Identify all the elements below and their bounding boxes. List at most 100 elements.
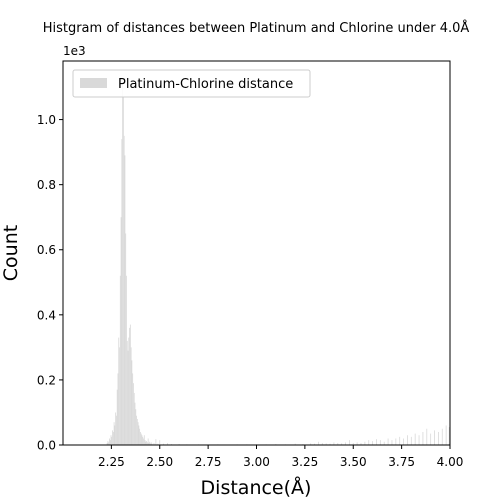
histogram-bar — [137, 422, 139, 445]
histogram-bar — [141, 435, 143, 445]
histogram-bar — [136, 415, 137, 445]
y-axis-label: Count — [0, 225, 22, 281]
x-tick-label: 2.75 — [195, 455, 222, 469]
histogram-bar — [119, 275, 121, 445]
histogram-bar — [119, 347, 120, 445]
x-tick-label: 2.25 — [98, 455, 125, 469]
histogram-bar — [403, 438, 404, 445]
histogram-bar — [422, 431, 424, 445]
histogram-bar — [117, 373, 119, 445]
histogram-bar — [143, 435, 145, 445]
histogram-bar — [122, 96, 124, 446]
histogram-bar — [129, 327, 130, 445]
histogram-bar — [128, 337, 130, 445]
histogram-bar — [144, 440, 146, 445]
histogram-bar — [426, 428, 428, 445]
histogram-bar — [125, 233, 127, 445]
histogram-bar — [155, 439, 157, 445]
histogram-bar — [112, 430, 113, 445]
histogram-bar — [121, 139, 123, 445]
histogram-bar — [107, 441, 109, 445]
x-axis-label: Distance(Å) — [201, 476, 312, 499]
histogram-bar — [399, 436, 401, 445]
histogram-bar — [135, 409, 137, 445]
x-tick-label: 3.75 — [388, 455, 415, 469]
histogram-bar — [167, 443, 168, 445]
histogram-bar — [118, 337, 120, 445]
y-offset-label: 1e3 — [63, 44, 86, 58]
histogram-bar — [163, 443, 165, 445]
histogram-bar — [333, 442, 335, 445]
histogram-bar — [376, 439, 377, 445]
histogram-bar — [148, 443, 150, 445]
histogram-bar — [321, 443, 323, 445]
histogram-bar — [132, 373, 134, 445]
legend-label: Platinum-Chlorine distance — [118, 77, 293, 92]
histogram-bar — [325, 443, 327, 445]
histogram-bar — [133, 383, 134, 445]
histogram-bar — [138, 425, 140, 445]
histogram-bar — [124, 155, 126, 445]
histogram-bar — [126, 275, 127, 445]
histogram-bar — [387, 438, 389, 445]
histogram-bar — [410, 436, 412, 445]
histogram-bar — [129, 324, 131, 445]
histogram-bar — [150, 443, 151, 445]
histogram-bar — [352, 443, 354, 445]
histogram-bar — [146, 441, 148, 445]
histogram-bar — [294, 443, 296, 445]
y-tick-label: 0.8 — [37, 178, 56, 192]
histogram-bar — [116, 415, 117, 445]
histogram-bar — [360, 443, 362, 445]
histogram-bar — [126, 340, 128, 445]
histogram-bar — [108, 442, 110, 445]
y-tick-label: 1.0 — [37, 113, 56, 127]
histogram-bar — [146, 442, 148, 445]
histogram-bar — [441, 428, 443, 445]
histogram-bar — [114, 425, 116, 445]
histogram-bar — [391, 440, 393, 445]
y-axis-ticks: 0.0 0.2 0.4 0.6 0.8 1.0 — [37, 113, 63, 453]
histogram-bar — [383, 441, 385, 445]
legend-box — [72, 69, 311, 98]
legend: Platinum-Chlorine distance — [72, 69, 311, 98]
histogram-bar — [438, 431, 439, 445]
histogram-bar — [113, 422, 115, 445]
y-tick-label: 0.0 — [37, 439, 56, 453]
histogram-bar — [116, 389, 118, 445]
histogram-bar — [364, 441, 366, 445]
histogram-bar — [139, 428, 141, 445]
histogram-bar — [131, 360, 133, 445]
histogram-bar — [140, 431, 141, 445]
histogram-bar — [157, 443, 159, 445]
histogram-bar — [112, 431, 114, 445]
histogram-bar — [140, 433, 142, 445]
histogram-bar — [318, 441, 319, 445]
histogram-bar — [448, 427, 450, 445]
histogram-bar — [345, 442, 346, 445]
x-tick-label: 3.25 — [292, 455, 319, 469]
histogram-bar — [407, 435, 408, 445]
histogram-bar — [106, 443, 108, 445]
y-tick-label: 0.4 — [37, 308, 56, 322]
histogram-bar — [434, 430, 435, 445]
histogram-bar — [430, 433, 432, 445]
histogram-bar — [145, 441, 147, 445]
histogram-bar — [127, 350, 129, 445]
histogram-bar — [120, 217, 122, 445]
histogram-bar — [147, 438, 149, 445]
histogram-bar — [159, 440, 161, 445]
histogram-bar — [134, 402, 136, 445]
y-tick-label: 0.6 — [37, 243, 56, 257]
histogram-bar — [136, 418, 138, 445]
bars-group — [106, 83, 450, 446]
legend-swatch — [80, 78, 107, 88]
histogram-bar — [151, 443, 153, 445]
histogram-bar — [445, 425, 447, 445]
histogram-bar — [310, 443, 312, 445]
histogram-bar — [110, 435, 112, 445]
histogram-bar — [337, 443, 339, 445]
histogram-bar — [133, 392, 135, 445]
histogram-bar — [414, 433, 416, 445]
